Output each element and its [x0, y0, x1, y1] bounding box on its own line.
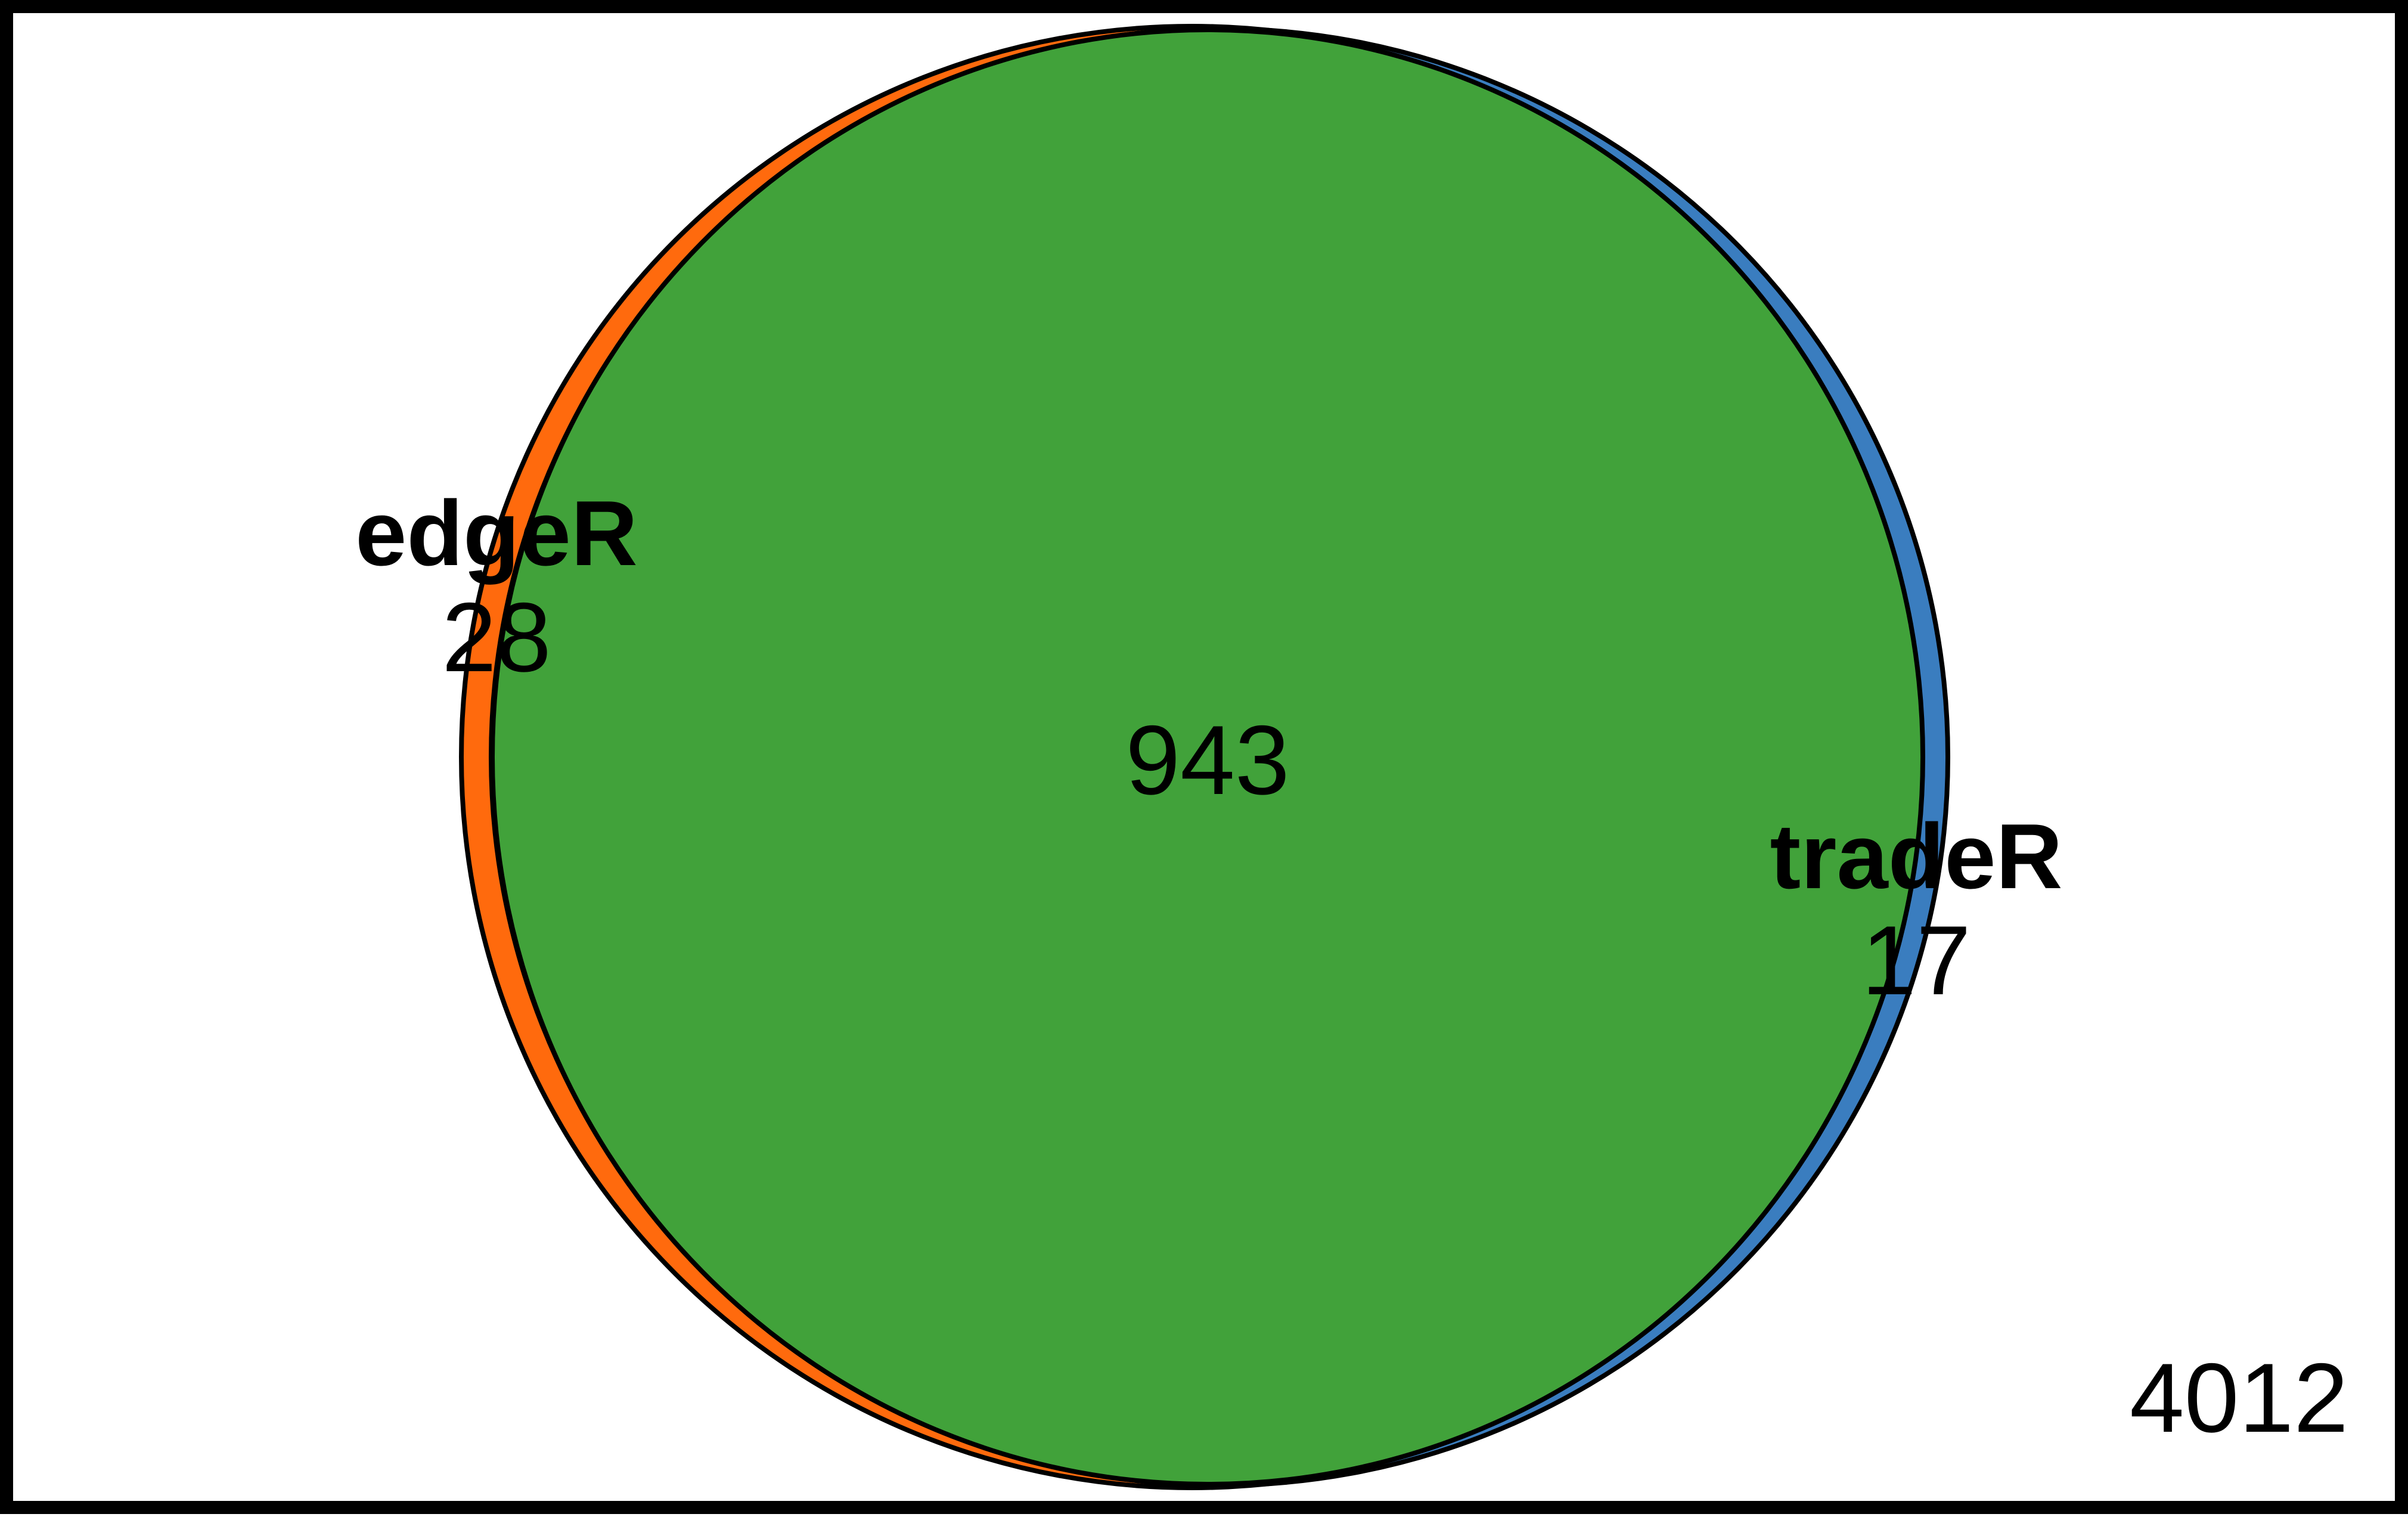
trader-label: tradeR [1770, 805, 2063, 908]
edger-label: edgeR [355, 482, 638, 585]
intersection-region [490, 27, 1925, 1487]
trader-only-count: 17 [1861, 905, 1971, 1015]
outside-count: 4012 [2130, 1343, 2348, 1453]
edger-only-count: 28 [442, 582, 551, 692]
intersection-count: 943 [1125, 705, 1289, 815]
